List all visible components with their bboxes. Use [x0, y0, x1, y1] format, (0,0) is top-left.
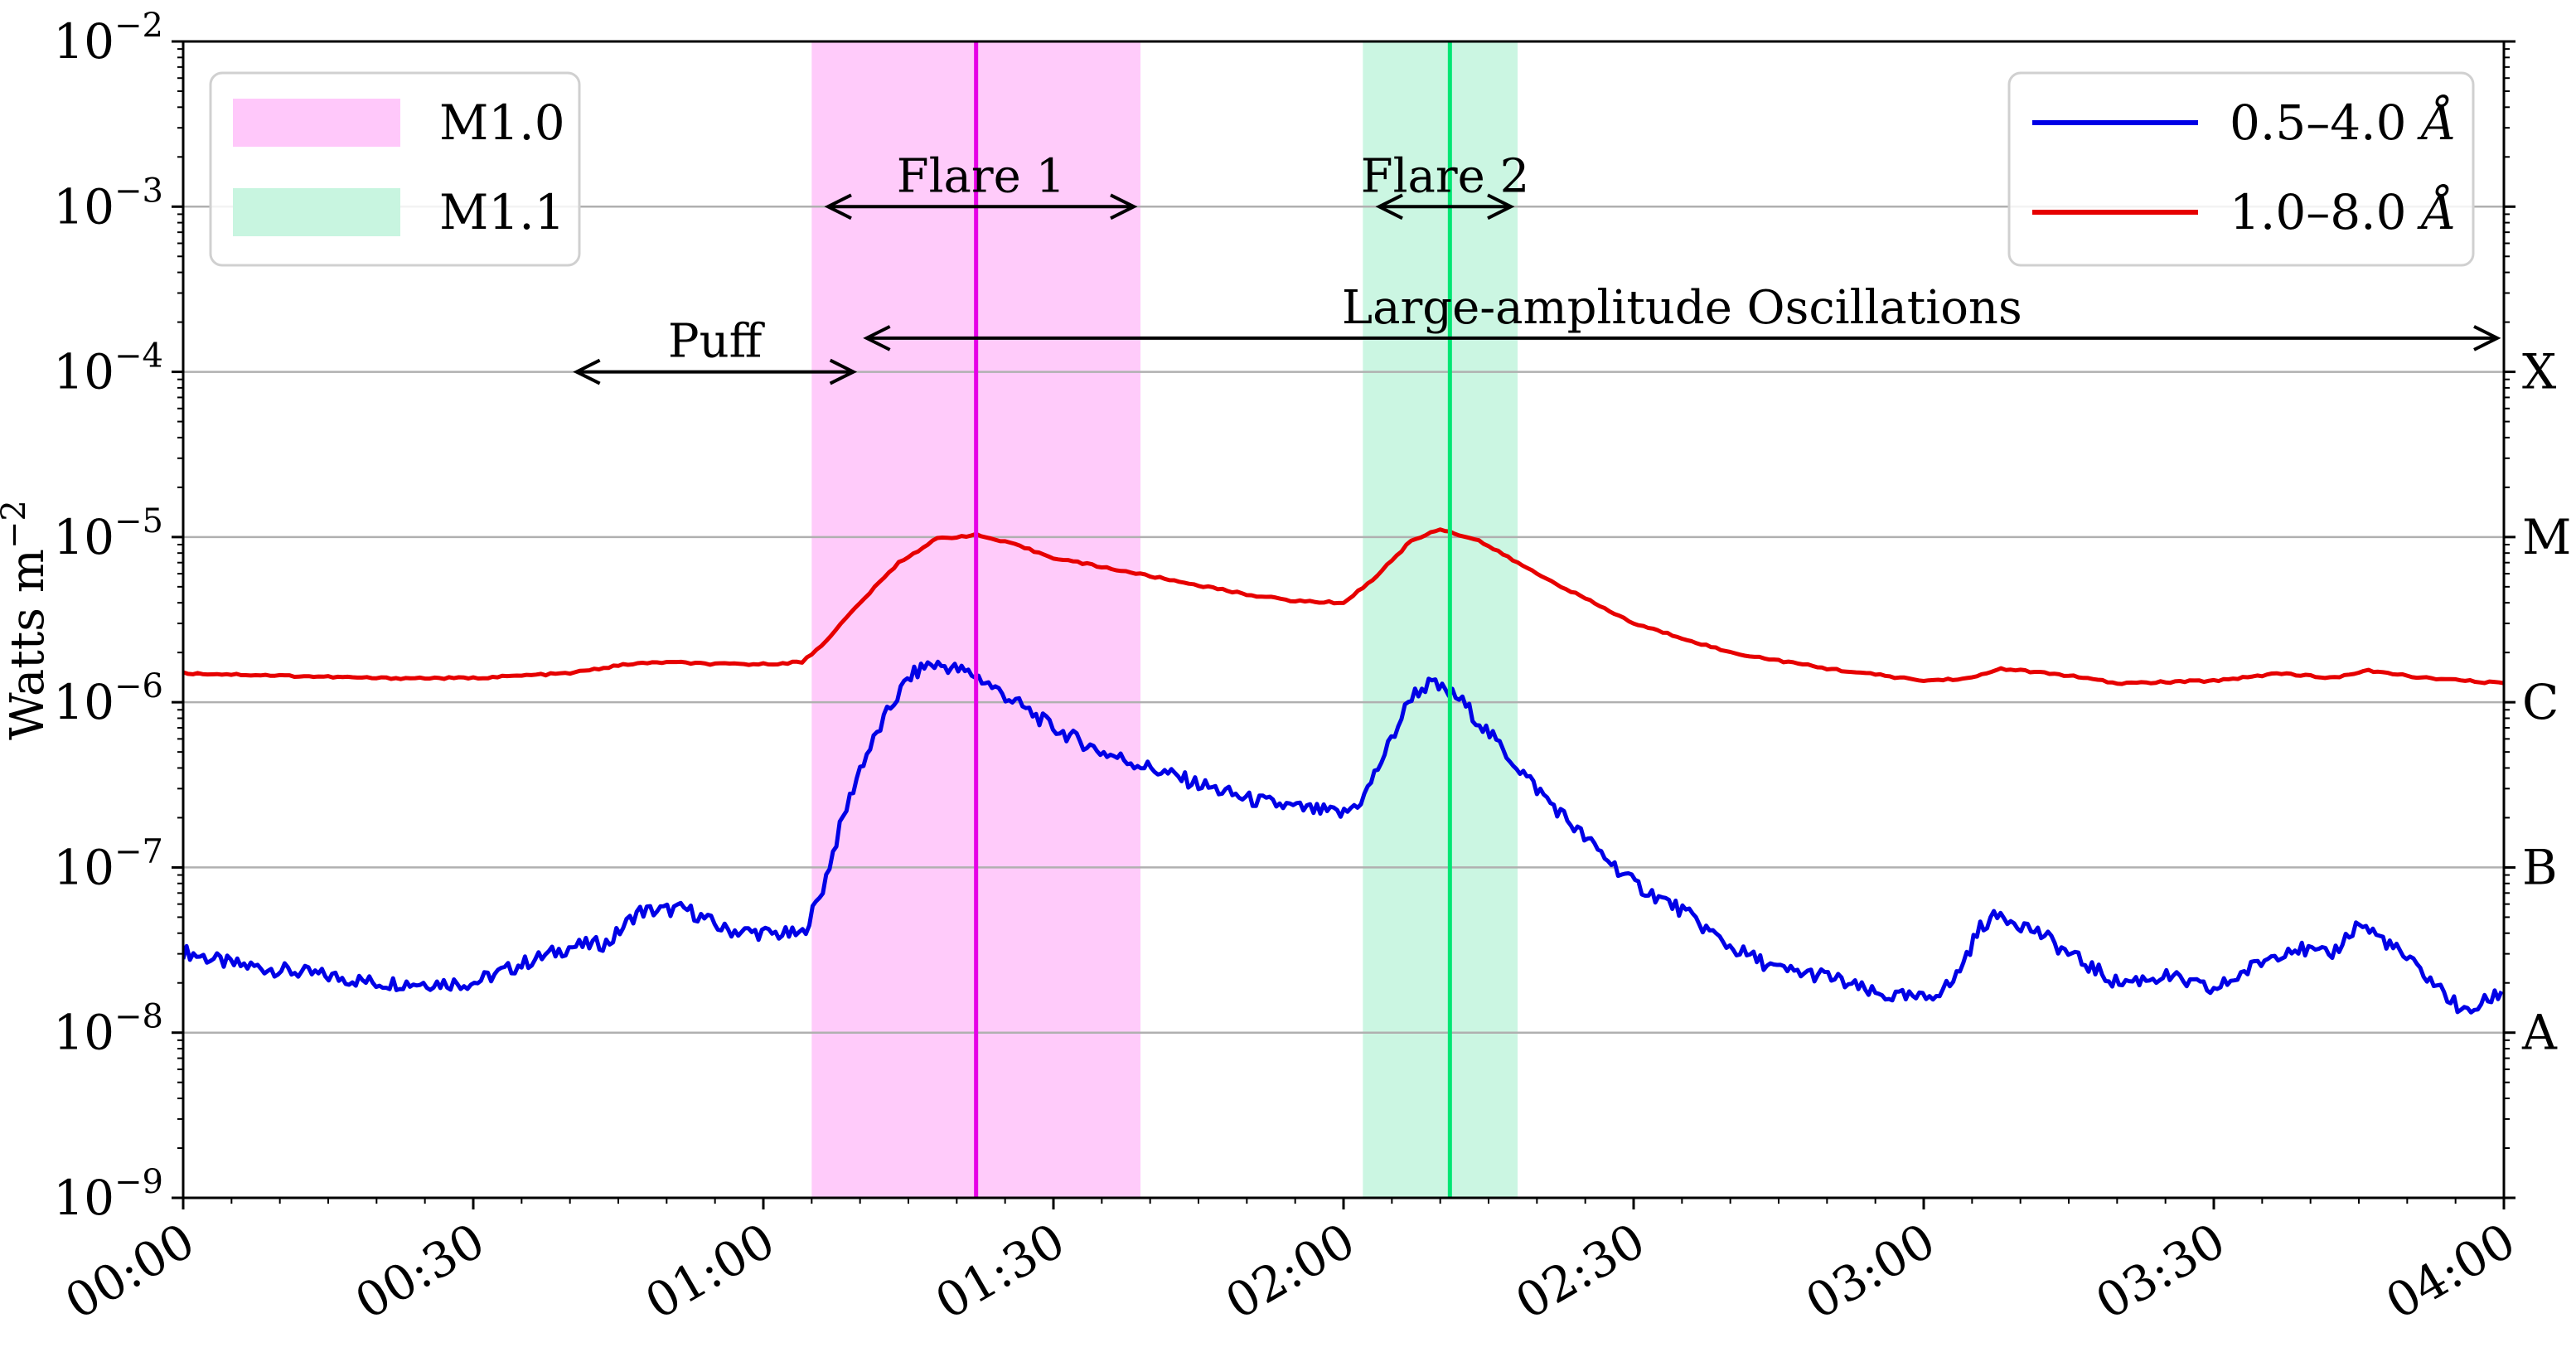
annotation-arrow-3	[573, 358, 858, 385]
x-tick-label: 02:00	[1216, 1212, 1364, 1330]
flux-series	[183, 527, 2504, 1015]
arrow-head-right	[2473, 325, 2501, 351]
flare-shaded-regions	[811, 41, 1518, 1198]
annotation-arrow-4	[863, 325, 2501, 351]
x-tick-label: 02:30	[1506, 1212, 1654, 1330]
arrow-head-left	[863, 325, 891, 351]
class-label-A: A	[2521, 1005, 2558, 1061]
svg-text:Watts m−2: Watts m−2	[0, 500, 55, 740]
annotation-arrow-1	[824, 193, 1138, 221]
legend-channels: 0.5–4.0 Å 1.0–8.0 Å	[2007, 71, 2475, 267]
arrow-head-left	[573, 358, 601, 385]
legend-series-label-1: 0.5–4.0 Å	[2230, 95, 2457, 151]
y-axis-title: Watts m−2	[0, 500, 55, 740]
series-line-2	[183, 527, 2504, 686]
class-label-X: X	[2522, 344, 2557, 400]
y-tick-label: 10−8	[53, 998, 163, 1061]
annotation-arrows: Flare 1 Flare 2 Puff Large-amplitude Oscill…	[573, 149, 2501, 385]
legend-label-1: M1.0	[439, 95, 565, 151]
class-label-C: C	[2522, 674, 2559, 730]
arrow-head-left	[1375, 193, 1403, 221]
annotation-label-4: Large-amplitude Oscillations	[1342, 281, 2022, 335]
y-tick-label: 10−2	[53, 7, 163, 70]
annotation-label-3: Puff	[668, 315, 766, 369]
arrow-head-right	[829, 358, 858, 385]
y-tick-label: 10−7	[53, 832, 163, 895]
x-tick-label: 00:00	[56, 1212, 204, 1330]
legend-label-2: M1.1	[439, 184, 565, 240]
x-tick-label: 01:30	[926, 1212, 1074, 1330]
legend-flare-regions: M1.0 M1.1	[209, 71, 581, 267]
legend-swatch-1	[233, 99, 400, 147]
legend-swatch-2	[233, 188, 400, 236]
flare-peak-lines	[974, 41, 1452, 1198]
class-label-B: B	[2522, 839, 2558, 895]
series-line-1	[183, 659, 2504, 1015]
y-tick-label: 10−4	[53, 337, 163, 400]
x-tick-label: 00:30	[346, 1212, 494, 1330]
y-tick-label: 10−6	[53, 667, 163, 730]
arrow-head-right	[1487, 193, 1515, 221]
y-tick-label: 10−5	[53, 502, 163, 565]
class-label-M: M	[2522, 509, 2571, 565]
y-tick-label: 10−3	[53, 172, 163, 235]
annotation-arrow-2	[1375, 193, 1515, 221]
x-tick-label: 01:00	[636, 1212, 784, 1330]
arrow-head-left	[824, 193, 852, 221]
x-tick-label: 03:30	[2086, 1212, 2235, 1330]
y-axis-title-text: Watts m	[1, 549, 55, 740]
annotation-label-2: Flare 2	[1361, 149, 1530, 203]
flare-region-2	[1363, 41, 1518, 1198]
arrow-head-right	[1110, 193, 1138, 221]
y-tick-label: 10−9	[53, 1163, 163, 1226]
x-tick-label: 04:00	[2376, 1212, 2525, 1330]
y-axis-title-exponent: −2	[0, 500, 33, 549]
annotation-label-1: Flare 1	[897, 149, 1066, 203]
legend-series-label-2: 1.0–8.0 Å	[2230, 184, 2457, 240]
legends: M1.0 M1.1 0.5–4.0 Å 1.0–8.0 Å	[209, 71, 2475, 267]
x-tick-label: 03:00	[1796, 1212, 1944, 1330]
